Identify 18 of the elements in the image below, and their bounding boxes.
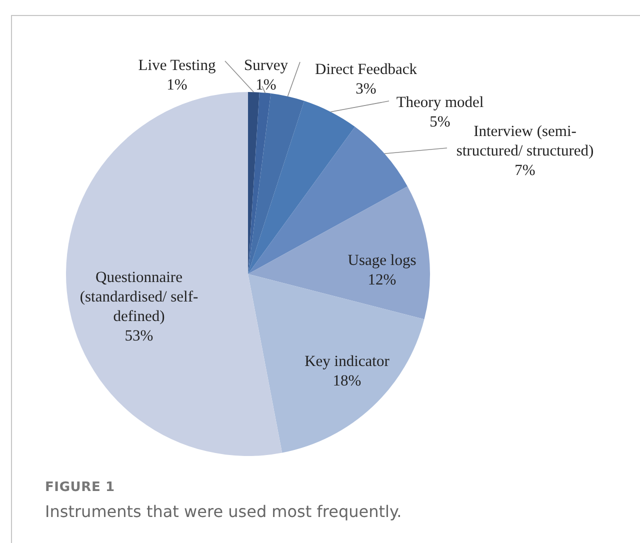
data-label: 18% (332, 372, 362, 390)
data-label: 1% (166, 76, 188, 94)
slice-label: Theory model (396, 94, 484, 111)
slice-label: Questionnaire (standardised/ self-defined) (80, 268, 198, 325)
slice-label: Live Testing (138, 56, 216, 74)
caption: FIGURE 1 (45, 480, 115, 495)
text: Instruments that were used most frequently. (45, 502, 402, 521)
slice-label: Interview (semi-structured/ structured) (456, 122, 594, 160)
slice-label: Survey (244, 56, 288, 74)
data-label: 5% (430, 113, 450, 130)
slice-label: Direct Feedback (315, 60, 418, 78)
data-label: 7% (514, 162, 536, 179)
data-label: 1% (256, 76, 276, 94)
slice-label: Key indicator (304, 352, 390, 370)
data-label: 12% (368, 271, 396, 288)
data-label: 53% (124, 327, 154, 344)
slice-label: Usage logs (348, 252, 416, 269)
data-label: 3% (356, 80, 376, 98)
